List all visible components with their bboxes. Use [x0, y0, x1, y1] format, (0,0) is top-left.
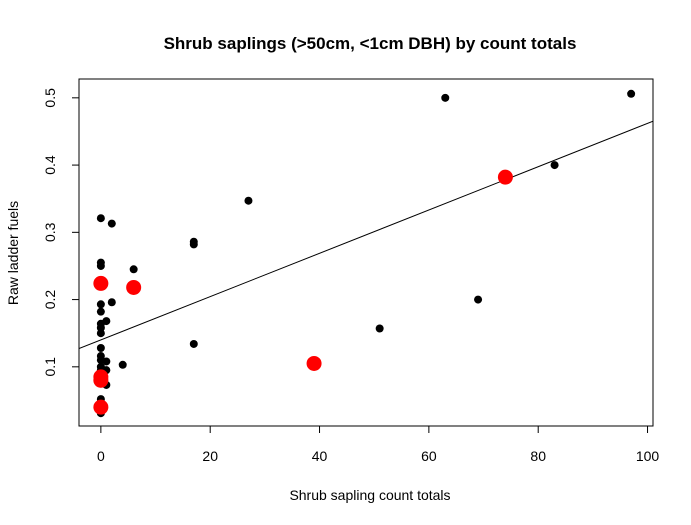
highlight-point — [93, 399, 109, 415]
data-point — [550, 161, 559, 170]
data-point — [474, 295, 483, 304]
y-tick-label: 0.2 — [42, 290, 58, 310]
x-tick-label: 0 — [97, 448, 105, 464]
y-axis: 0.1 0.2 0.3 0.4 0.5 — [42, 88, 80, 377]
x-axis: 0 20 40 60 80 100 — [97, 425, 660, 464]
x-tick-label: 40 — [312, 448, 328, 464]
fit-line-group — [79, 120, 653, 350]
chart-title: Shrub saplings (>50cm, <1cm DBH) by coun… — [164, 34, 577, 53]
data-point — [96, 214, 105, 223]
data-point — [96, 261, 105, 270]
y-tick-label: 0.5 — [42, 88, 58, 108]
data-point — [102, 357, 111, 366]
data-point — [375, 324, 384, 333]
y-tick-label: 0.1 — [42, 357, 58, 377]
highlight-point — [93, 372, 109, 388]
y-tick-label: 0.3 — [42, 222, 58, 242]
x-tick-label: 100 — [636, 448, 660, 464]
data-points — [93, 89, 636, 418]
data-point — [96, 329, 105, 338]
x-tick-label: 80 — [530, 448, 546, 464]
data-point — [627, 89, 636, 98]
x-tick-label: 20 — [202, 448, 218, 464]
fit-line — [79, 120, 653, 350]
data-point — [441, 93, 450, 102]
y-axis-label: Raw ladder fuels — [5, 201, 21, 305]
plot-frame — [78, 78, 654, 427]
data-point — [107, 219, 116, 228]
data-point — [129, 265, 138, 274]
highlight-point — [306, 355, 322, 371]
x-tick-label: 60 — [421, 448, 437, 464]
y-tick-label: 0.4 — [42, 155, 58, 175]
highlight-point — [126, 279, 142, 295]
highlight-point — [93, 275, 109, 291]
data-point — [189, 240, 198, 249]
data-point — [96, 343, 105, 352]
data-point — [107, 298, 116, 307]
data-point — [96, 307, 105, 316]
data-point — [244, 196, 253, 205]
data-point — [118, 360, 127, 369]
highlight-point — [497, 169, 513, 185]
data-point — [96, 300, 105, 309]
data-point — [189, 339, 198, 348]
x-axis-label: Shrub sapling count totals — [289, 487, 450, 503]
data-point — [102, 317, 111, 326]
